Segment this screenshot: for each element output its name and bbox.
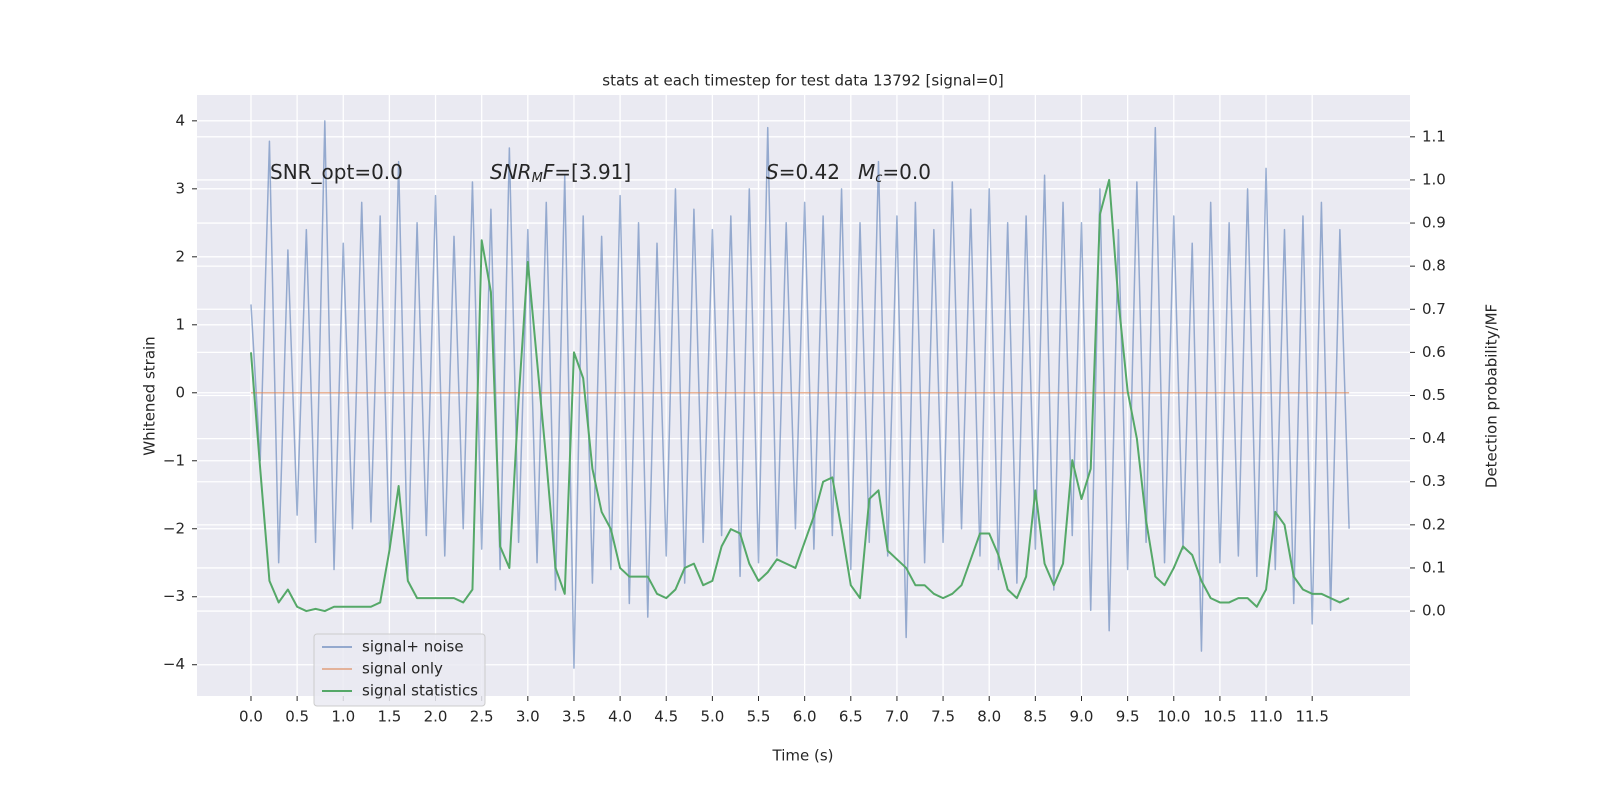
y2-tick-label: 1.1 xyxy=(1422,127,1446,145)
x-tick-label: 8.0 xyxy=(977,708,1001,726)
x-tick-label: 11.0 xyxy=(1249,708,1282,726)
y2-tick-label: 0.5 xyxy=(1422,386,1446,404)
x-tick-label: 3.5 xyxy=(562,708,586,726)
y2-tick-label: 0.9 xyxy=(1422,214,1446,232)
annotation-part: S xyxy=(766,160,779,184)
y-tick-label: 3 xyxy=(175,179,185,197)
x-tick-label: 7.0 xyxy=(885,708,909,726)
legend-label: signal+ noise xyxy=(362,638,464,656)
series-line xyxy=(249,178,1350,613)
x-tick-label: 1.5 xyxy=(377,708,401,726)
x-tick-label: 0.0 xyxy=(239,708,263,726)
y-tick-label: 1 xyxy=(175,315,185,333)
y2-tick-label: 0.4 xyxy=(1422,429,1446,447)
annotation-part: =0.42 xyxy=(779,160,840,184)
annotation-part: c xyxy=(875,171,882,186)
annotation-part: M xyxy=(532,171,543,186)
annotation-part: =0.0 xyxy=(882,160,931,184)
annotation: Mc=0.0 xyxy=(858,160,931,186)
x-axis-label: Time (s) xyxy=(772,747,834,765)
x-tick-label: 2.5 xyxy=(470,708,494,726)
x-tick-label: 0.5 xyxy=(285,708,309,726)
x-tick-label: 3.0 xyxy=(516,708,540,726)
y-tick-label: 4 xyxy=(175,111,185,129)
y-tick-label: −1 xyxy=(163,451,185,469)
annotation-part: SNR_opt=0.0 xyxy=(270,160,403,184)
y-tick-label: −4 xyxy=(163,655,185,673)
x-tick-label: 11.5 xyxy=(1295,708,1328,726)
y-tick-label: −3 xyxy=(163,587,185,605)
x-tick-label: 6.5 xyxy=(839,708,863,726)
annotation-part: M xyxy=(858,160,875,184)
y2-axis-label: Detection probability/MF xyxy=(1483,304,1501,488)
y2-tick-label: 0.7 xyxy=(1422,300,1446,318)
x-tick-label: 6.0 xyxy=(793,708,817,726)
x-tick-label: 5.0 xyxy=(700,708,724,726)
annotation-part: =[3.91] xyxy=(554,160,631,184)
x-tick-label: 10.5 xyxy=(1203,708,1236,726)
x-tick-label: 10.0 xyxy=(1157,708,1190,726)
legend-label: signal statistics xyxy=(362,682,478,700)
x-tick-label: 4.0 xyxy=(608,708,632,726)
x-tick-label: 7.5 xyxy=(931,708,955,726)
x-tick-label: 4.5 xyxy=(654,708,678,726)
x-tick-label: 2.0 xyxy=(424,708,448,726)
annotation-part: SNR xyxy=(490,160,532,184)
annotation-part: F xyxy=(543,160,555,184)
y2-tick-label: 0.1 xyxy=(1422,558,1446,576)
annotation: SNRMF=[3.91] xyxy=(490,160,631,186)
y-tick-label: 2 xyxy=(175,247,185,265)
legend: signal+ noise signal only signal statistic… xyxy=(313,633,486,707)
y2-tick-label: 0.0 xyxy=(1422,602,1446,620)
annotation: S=0.42 xyxy=(766,160,840,184)
x-tick-label: 9.5 xyxy=(1116,708,1140,726)
y2-tick-label: 0.6 xyxy=(1422,343,1446,361)
y2-tick-label: 0.3 xyxy=(1422,472,1446,490)
x-tick-label: 1.0 xyxy=(331,708,355,726)
y2-tick-label: 0.2 xyxy=(1422,515,1446,533)
y-axis-label: Whitened strain xyxy=(141,336,159,455)
y2-tick-label: 0.8 xyxy=(1422,257,1446,275)
legend-box xyxy=(313,633,486,707)
y-tick-label: −2 xyxy=(163,519,185,537)
y-tick-label: 0 xyxy=(175,383,185,401)
ticks: 0.0 0.5 1.0 1.5 2.0 2.5 3.0 3.5 4.0 4.5 5.0 5.5 6.0 6… xyxy=(163,111,1446,725)
series-line xyxy=(250,120,1350,669)
x-tick-label: 5.5 xyxy=(747,708,771,726)
y2-tick-label: 1.0 xyxy=(1422,170,1446,188)
x-tick-label: 8.5 xyxy=(1023,708,1047,726)
x-tick-label: 9.0 xyxy=(1070,708,1094,726)
legend-label: signal only xyxy=(362,660,443,678)
chart-title: stats at each timestep for test data 137… xyxy=(602,72,1003,90)
annotation: SNR_opt=0.0 xyxy=(270,160,403,184)
